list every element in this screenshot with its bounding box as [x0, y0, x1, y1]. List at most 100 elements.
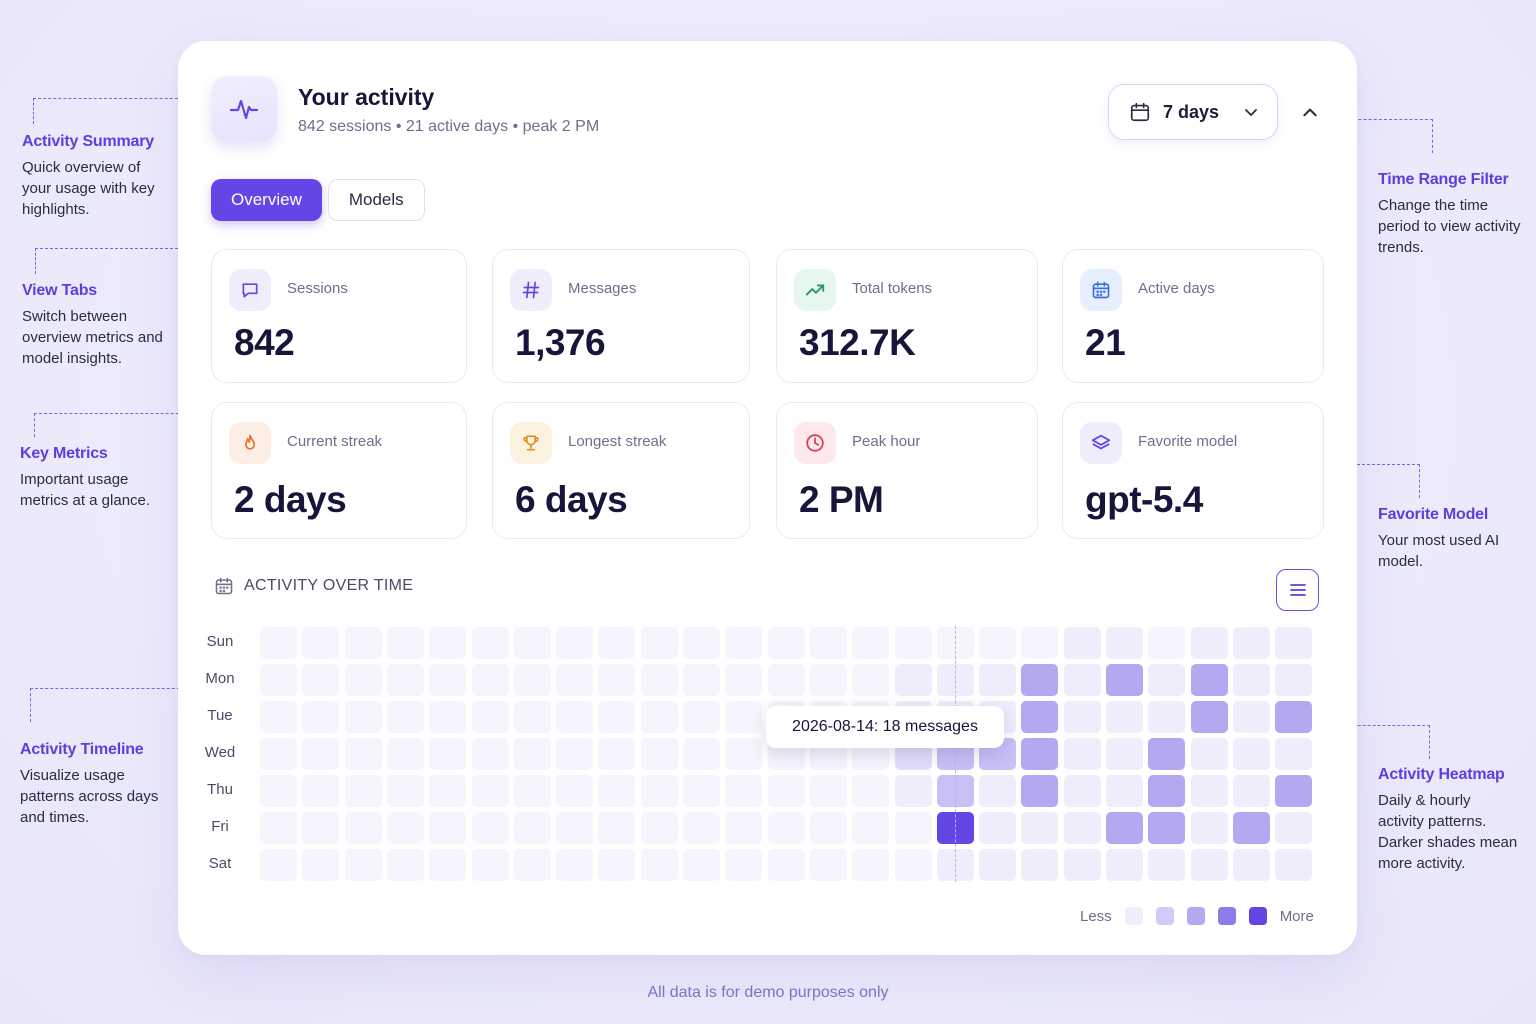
heatmap-cell[interactable]: [683, 775, 720, 807]
heatmap-cell[interactable]: [640, 812, 678, 844]
heatmap-cell[interactable]: [725, 701, 763, 733]
heatmap-cell[interactable]: [725, 812, 763, 844]
heatmap-cell[interactable]: [556, 849, 594, 881]
heatmap-cell[interactable]: [260, 664, 297, 696]
heatmap-cell[interactable]: [598, 738, 636, 770]
heatmap-cell[interactable]: [1148, 775, 1186, 807]
heatmap-cell[interactable]: [809, 775, 847, 807]
heatmap-cell[interactable]: [979, 627, 1017, 659]
heatmap-cell[interactable]: [598, 627, 636, 659]
heatmap-cell[interactable]: [767, 664, 805, 696]
heatmap-cell[interactable]: [513, 701, 551, 733]
heatmap-cell[interactable]: [302, 701, 340, 733]
heatmap-cell[interactable]: [1148, 849, 1186, 881]
heatmap-cell[interactable]: [598, 775, 636, 807]
heatmap-cell[interactable]: [1232, 701, 1270, 733]
heatmap-cell[interactable]: [683, 701, 720, 733]
heatmap-cell[interactable]: [725, 738, 763, 770]
heatmap-cell[interactable]: [640, 775, 678, 807]
heatmap-cell[interactable]: [386, 664, 424, 696]
heatmap-cell[interactable]: [386, 812, 424, 844]
heatmap-cell[interactable]: [1148, 701, 1186, 733]
heatmap-cell[interactable]: [386, 627, 424, 659]
heatmap-cell[interactable]: [809, 812, 847, 844]
heatmap-cell[interactable]: [894, 627, 932, 659]
heatmap-cell[interactable]: [1021, 664, 1059, 696]
heatmap-cell[interactable]: [429, 738, 467, 770]
heatmap-cell[interactable]: [683, 738, 720, 770]
heatmap-cell[interactable]: [1275, 664, 1313, 696]
heatmap-cell[interactable]: [852, 775, 890, 807]
heatmap-cell[interactable]: [386, 775, 424, 807]
heatmap-cell[interactable]: [640, 627, 678, 659]
list-view-button[interactable]: [1276, 569, 1319, 611]
heatmap-cell[interactable]: [640, 701, 678, 733]
heatmap-cell[interactable]: [1021, 775, 1059, 807]
heatmap-cell[interactable]: [260, 775, 297, 807]
heatmap-cell[interactable]: [1063, 701, 1101, 733]
heatmap-cell[interactable]: [471, 627, 509, 659]
heatmap-cell[interactable]: [1275, 849, 1313, 881]
heatmap-cell[interactable]: [894, 664, 932, 696]
heatmap-cell[interactable]: [598, 812, 636, 844]
heatmap-cell[interactable]: [1148, 738, 1186, 770]
heatmap-cell[interactable]: [1275, 627, 1313, 659]
heatmap-cell[interactable]: [1232, 812, 1270, 844]
heatmap-cell[interactable]: [344, 812, 382, 844]
heatmap-cell[interactable]: [979, 775, 1017, 807]
heatmap-cell[interactable]: [894, 849, 932, 881]
heatmap-cell[interactable]: [513, 738, 551, 770]
tab-overview[interactable]: Overview: [211, 179, 322, 221]
heatmap-cell[interactable]: [725, 627, 763, 659]
heatmap-cell[interactable]: [344, 627, 382, 659]
heatmap-cell[interactable]: [344, 664, 382, 696]
heatmap-cell[interactable]: [429, 664, 467, 696]
heatmap-cell[interactable]: [344, 775, 382, 807]
heatmap-cell[interactable]: [767, 849, 805, 881]
heatmap-cell[interactable]: [1106, 738, 1143, 770]
heatmap-cell[interactable]: [767, 775, 805, 807]
heatmap-cell[interactable]: [725, 775, 763, 807]
heatmap-cell[interactable]: [260, 849, 297, 881]
heatmap-cell[interactable]: [1232, 738, 1270, 770]
heatmap-cell[interactable]: [1106, 812, 1143, 844]
heatmap-cell[interactable]: [344, 849, 382, 881]
heatmap-cell[interactable]: [852, 812, 890, 844]
heatmap-cell[interactable]: [1106, 664, 1143, 696]
heatmap-cell[interactable]: [1190, 812, 1228, 844]
heatmap-cell[interactable]: [556, 812, 594, 844]
heatmap-cell[interactable]: [979, 812, 1017, 844]
heatmap-cell[interactable]: [429, 812, 467, 844]
heatmap-cell[interactable]: [683, 812, 720, 844]
heatmap-cell[interactable]: [513, 849, 551, 881]
heatmap-cell[interactable]: [260, 738, 297, 770]
heatmap-cell[interactable]: [302, 664, 340, 696]
heatmap-cell[interactable]: [260, 627, 297, 659]
heatmap-cell[interactable]: [1275, 812, 1313, 844]
heatmap-cell[interactable]: [1148, 627, 1186, 659]
heatmap-cell[interactable]: [471, 738, 509, 770]
heatmap-cell[interactable]: [344, 701, 382, 733]
heatmap-cell[interactable]: [1190, 775, 1228, 807]
heatmap-cell[interactable]: [513, 664, 551, 696]
heatmap-cell[interactable]: [386, 849, 424, 881]
heatmap-cell[interactable]: [683, 627, 720, 659]
heatmap-cell[interactable]: [683, 664, 720, 696]
heatmap-cell[interactable]: [894, 812, 932, 844]
heatmap-cell[interactable]: [598, 701, 636, 733]
heatmap-cell[interactable]: [386, 738, 424, 770]
heatmap-cell[interactable]: [1275, 775, 1313, 807]
heatmap-cell[interactable]: [260, 812, 297, 844]
heatmap-cell[interactable]: [1063, 664, 1101, 696]
heatmap-cell[interactable]: [1190, 849, 1228, 881]
heatmap-cell[interactable]: [556, 627, 594, 659]
heatmap-cell[interactable]: [809, 627, 847, 659]
heatmap-cell[interactable]: [894, 775, 932, 807]
heatmap-cell[interactable]: [429, 849, 467, 881]
heatmap-cell[interactable]: [1063, 738, 1101, 770]
heatmap-cell[interactable]: [979, 664, 1017, 696]
heatmap-cell[interactable]: [640, 849, 678, 881]
heatmap-cell[interactable]: [471, 812, 509, 844]
heatmap-cell[interactable]: [1063, 812, 1101, 844]
heatmap-cell[interactable]: [1106, 627, 1143, 659]
